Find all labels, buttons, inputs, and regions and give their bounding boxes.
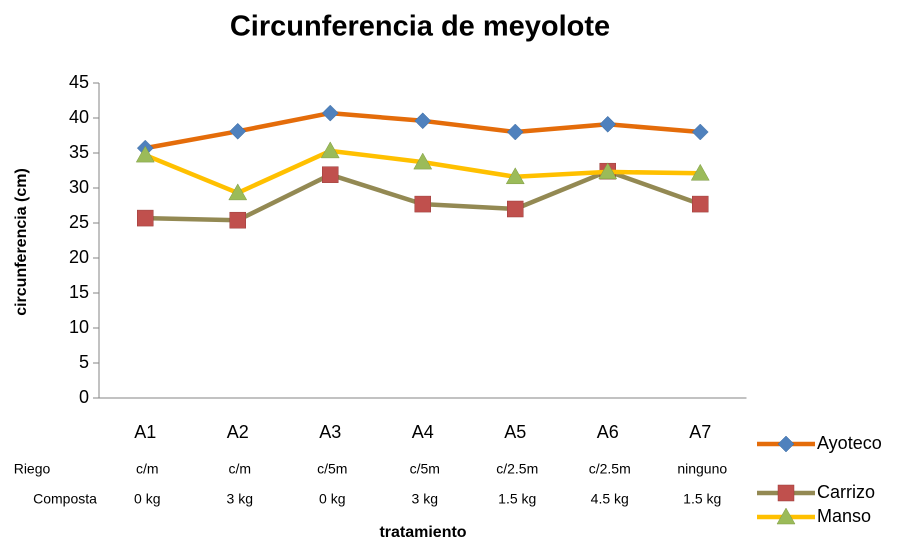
row-label: c/m: [136, 461, 159, 477]
data-point: [414, 195, 431, 213]
row-label: c/m: [228, 461, 251, 477]
row-label: 1.5 kg: [683, 491, 721, 507]
y-tick-label: 10: [69, 317, 89, 337]
x-tick-label: A3: [319, 422, 341, 442]
data-point: [321, 104, 339, 122]
data-point: [599, 115, 617, 133]
x-axis-label: tratamiento: [379, 524, 466, 541]
data-point: [137, 209, 154, 227]
y-tick-label: 5: [79, 352, 89, 372]
chart-title: Circunferencia de meyolote: [230, 11, 610, 43]
y-tick-label: 30: [69, 177, 89, 197]
data-point: [598, 162, 618, 180]
y-tick-label: 0: [79, 387, 89, 407]
data-point: [506, 123, 524, 141]
data-point: [322, 166, 339, 183]
y-tick-label: 40: [69, 107, 89, 127]
row-label: c/2.5m: [496, 461, 538, 477]
data-point: [229, 122, 247, 140]
legend-marker: [777, 484, 795, 502]
row-label: c/2.5m: [589, 461, 631, 477]
legend-marker: [776, 507, 796, 525]
data-point: [507, 200, 524, 218]
legend-marker: [777, 435, 795, 453]
x-tick-label: A1: [134, 422, 156, 442]
y-tick-label: 25: [69, 212, 89, 232]
x-tick-label: A4: [412, 422, 434, 442]
data-point: [691, 123, 709, 141]
data-point: [505, 167, 525, 185]
y-axis-label: circunferencia (cm): [13, 168, 30, 316]
row-label: 4.5 kg: [591, 491, 629, 507]
row-name: Composta: [33, 491, 97, 507]
y-tick-label: 45: [69, 72, 89, 92]
row-label: 3 kg: [412, 491, 438, 507]
legend-label: Carrizo: [817, 482, 875, 502]
data-point: [413, 152, 433, 170]
data-point: [228, 183, 248, 201]
data-point: [135, 145, 155, 163]
row-label: 3 kg: [227, 491, 253, 507]
x-tick-label: A2: [227, 422, 249, 442]
y-tick-label: 15: [69, 282, 89, 302]
data-point: [692, 195, 709, 213]
data-point: [414, 112, 432, 130]
y-tick-label: 20: [69, 247, 89, 267]
row-label: 1.5 kg: [498, 491, 536, 507]
series-line: [145, 168, 702, 223]
row-label: c/5m: [410, 461, 440, 477]
data-point: [229, 211, 246, 229]
row-label: c/5m: [317, 461, 347, 477]
x-tick-label: A5: [504, 422, 526, 442]
data-point: [320, 141, 340, 159]
row-label: 0 kg: [319, 491, 345, 507]
row-label: 0 kg: [134, 491, 160, 507]
y-tick-label: 35: [69, 142, 89, 162]
data-point: [690, 163, 710, 181]
x-tick-label: A6: [597, 422, 619, 442]
legend-label: Ayoteco: [817, 433, 882, 453]
legend-label: Manso: [817, 506, 871, 526]
row-label: ninguno: [677, 461, 727, 477]
row-name: Riego: [14, 461, 51, 477]
x-tick-label: A7: [689, 422, 711, 442]
